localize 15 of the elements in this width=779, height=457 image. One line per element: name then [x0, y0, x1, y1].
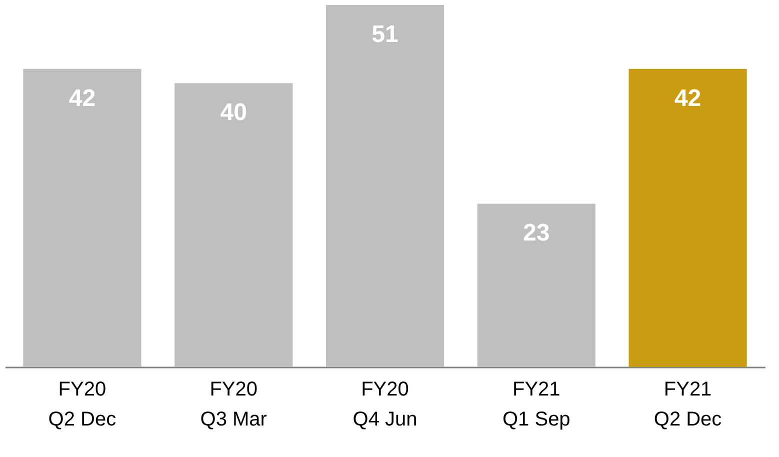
x-tick-label: FY20 Q3 Mar	[200, 378, 268, 430]
bar	[174, 83, 293, 367]
bar	[477, 204, 596, 367]
data-label: 51	[372, 21, 398, 48]
bar	[326, 5, 444, 367]
x-tick-label: FY20 Q4 Jun	[352, 378, 418, 430]
x-tick-label: FY21 Q1 Sep	[502, 378, 570, 430]
bar	[628, 68, 747, 367]
x-tick-label: FY21 Q2 Dec	[654, 378, 722, 430]
data-label: 40	[220, 99, 247, 126]
bar	[23, 68, 142, 367]
x-tick-label: FY20 Q2 Dec	[48, 378, 116, 430]
data-label: 42	[674, 84, 702, 112]
data-label: 42	[68, 84, 96, 112]
data-label: 23	[523, 220, 550, 247]
